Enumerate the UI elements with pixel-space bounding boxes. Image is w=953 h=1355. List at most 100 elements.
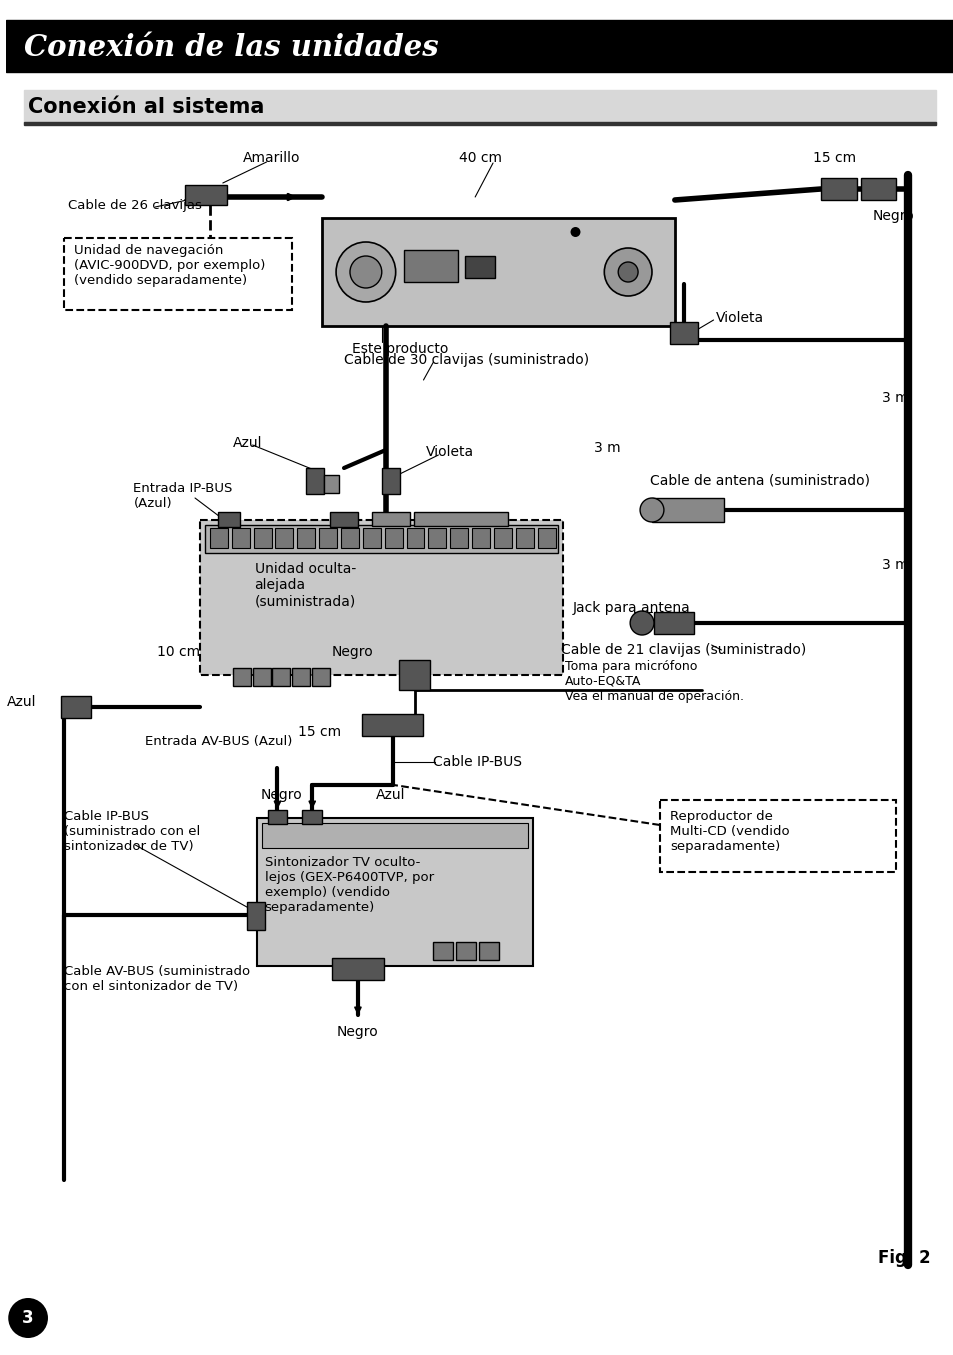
Bar xyxy=(428,528,446,547)
Text: Conexión al sistema: Conexión al sistema xyxy=(28,98,264,117)
Bar xyxy=(860,178,896,201)
Bar xyxy=(414,512,507,526)
Bar xyxy=(217,512,239,527)
Bar xyxy=(456,942,476,959)
Text: Negro: Negro xyxy=(260,789,302,802)
Text: Entrada AV-BUS (Azul): Entrada AV-BUS (Azul) xyxy=(145,734,293,748)
Bar xyxy=(472,528,490,547)
Text: Negro: Negro xyxy=(336,1024,378,1039)
Bar xyxy=(306,467,324,495)
Text: 3: 3 xyxy=(22,1309,34,1327)
Bar xyxy=(253,668,271,686)
Bar xyxy=(232,528,250,547)
Circle shape xyxy=(570,228,579,237)
Bar xyxy=(253,528,272,547)
Bar xyxy=(332,958,383,980)
Circle shape xyxy=(9,1298,48,1337)
Bar xyxy=(185,186,227,205)
Text: Amarillo: Amarillo xyxy=(242,150,300,165)
Circle shape xyxy=(630,611,654,635)
Text: 15 cm: 15 cm xyxy=(812,150,855,165)
Bar xyxy=(381,467,399,495)
Bar xyxy=(302,810,322,824)
Text: Entrada IP-BUS
(Azul): Entrada IP-BUS (Azul) xyxy=(133,482,233,509)
Text: 3 m: 3 m xyxy=(882,558,908,572)
Text: 3 m: 3 m xyxy=(594,440,620,455)
Text: Cable de 21 clavijas (suministrado): Cable de 21 clavijas (suministrado) xyxy=(560,644,805,657)
Text: Azul: Azul xyxy=(7,695,36,709)
Bar xyxy=(267,810,287,824)
Circle shape xyxy=(335,243,395,302)
Bar xyxy=(210,528,228,547)
Text: Sintonizador TV oculto-
lejos (GEX-P6400TVP, por
exemplo) (vendido
separadamente: Sintonizador TV oculto- lejos (GEX-P6400… xyxy=(264,856,434,915)
Text: Este producto: Este producto xyxy=(352,341,448,356)
Bar xyxy=(406,528,424,547)
Text: Unidad oculta-
alejada
(suministrada): Unidad oculta- alejada (suministrada) xyxy=(254,562,355,608)
Bar xyxy=(322,218,674,327)
Bar xyxy=(516,528,534,547)
Bar xyxy=(24,122,935,125)
Text: 10 cm: 10 cm xyxy=(157,645,200,659)
Text: Fig. 2: Fig. 2 xyxy=(878,1249,930,1267)
Text: Toma para micrófono
Auto-EQ&TA
Vea el manual de operación.: Toma para micrófono Auto-EQ&TA Vea el ma… xyxy=(564,660,742,703)
Bar xyxy=(362,528,380,547)
Bar xyxy=(478,942,498,959)
Bar xyxy=(494,528,512,547)
Text: Conexión de las unidades: Conexión de las unidades xyxy=(24,33,438,61)
Text: Cable de antena (suministrado): Cable de antena (suministrado) xyxy=(649,473,869,486)
Bar xyxy=(403,251,457,282)
Bar xyxy=(654,612,693,634)
Bar xyxy=(200,520,562,675)
Bar xyxy=(537,528,555,547)
Bar xyxy=(233,668,251,686)
Bar xyxy=(247,902,264,930)
Bar xyxy=(24,89,935,125)
Bar xyxy=(651,499,722,522)
Bar xyxy=(324,476,338,493)
Circle shape xyxy=(639,499,663,522)
Bar xyxy=(64,238,292,310)
Bar xyxy=(292,668,310,686)
Text: Cable AV-BUS (suministrado
con el sintonizador de TV): Cable AV-BUS (suministrado con el sinton… xyxy=(64,965,250,993)
Bar xyxy=(273,668,290,686)
Bar xyxy=(205,524,558,553)
Bar xyxy=(659,799,896,873)
Circle shape xyxy=(618,262,638,282)
Bar xyxy=(820,178,856,201)
Text: Jack para antena: Jack para antena xyxy=(572,602,690,615)
Bar xyxy=(433,942,453,959)
Text: Negro: Negro xyxy=(332,645,374,659)
Bar xyxy=(450,528,468,547)
Bar xyxy=(319,528,336,547)
Text: 40 cm: 40 cm xyxy=(458,150,501,165)
Bar xyxy=(297,528,314,547)
Bar xyxy=(330,512,357,527)
Bar xyxy=(465,256,495,278)
Bar xyxy=(669,322,697,344)
Bar xyxy=(340,528,358,547)
Text: Cable de 26 clavijas: Cable de 26 clavijas xyxy=(68,198,201,211)
Text: Violeta: Violeta xyxy=(715,312,763,325)
Bar xyxy=(61,696,91,718)
Text: Violeta: Violeta xyxy=(425,444,473,459)
Bar xyxy=(398,660,430,690)
Text: Unidad de navegación
(AVIC-900DVD, por exemplo)
(vendido separadamente): Unidad de navegación (AVIC-900DVD, por e… xyxy=(73,244,265,287)
Bar xyxy=(275,528,294,547)
Text: Negro: Negro xyxy=(872,209,913,224)
Bar xyxy=(7,20,953,72)
Bar xyxy=(256,818,532,966)
Circle shape xyxy=(603,248,651,295)
Text: 15 cm: 15 cm xyxy=(298,725,341,738)
Text: 3 m: 3 m xyxy=(882,392,908,405)
Text: Cable IP-BUS
(suministrado con el
sintonizador de TV): Cable IP-BUS (suministrado con el sinton… xyxy=(64,810,200,854)
Text: Azul: Azul xyxy=(233,436,262,450)
Bar xyxy=(361,714,423,736)
Bar xyxy=(312,668,330,686)
Text: Cable de 30 clavijas (suministrado): Cable de 30 clavijas (suministrado) xyxy=(344,354,589,367)
Bar xyxy=(372,512,409,526)
Bar xyxy=(261,822,527,848)
Circle shape xyxy=(350,256,381,289)
Text: Reproductor de
Multi-CD (vendido
separadamente): Reproductor de Multi-CD (vendido separad… xyxy=(669,810,789,854)
Text: Cable IP-BUS: Cable IP-BUS xyxy=(433,755,522,770)
Bar xyxy=(384,528,402,547)
